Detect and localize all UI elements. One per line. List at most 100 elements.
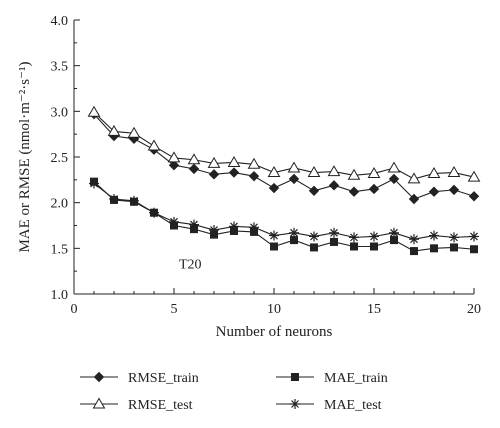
data-point xyxy=(167,151,181,163)
x-axis-title: Number of neurons xyxy=(216,324,333,340)
data-point xyxy=(187,153,201,165)
y-tick-label: 1.0 xyxy=(51,288,69,303)
data-point xyxy=(248,170,260,182)
data-point xyxy=(208,169,220,180)
x-tick-label: 20 xyxy=(467,302,481,317)
data-point xyxy=(289,227,299,238)
data-point xyxy=(409,234,419,245)
y-axis-title: MAE or RMSE (nmol·m⁻²·s⁻¹) xyxy=(17,61,33,252)
legend-label: RMSE_train xyxy=(128,371,199,386)
annotation-label: T20 xyxy=(179,257,202,272)
data-point xyxy=(307,166,321,178)
data-point xyxy=(129,195,139,206)
y-tick-label: 4.0 xyxy=(51,14,69,29)
data-point xyxy=(268,182,280,194)
y-tick-label: 2.5 xyxy=(51,151,69,166)
data-point xyxy=(228,167,240,178)
data-point xyxy=(149,207,159,218)
axes: 0 5 10 15 20 1.0 1.5 2.0 2.5 3.0 3.5 4.0 xyxy=(51,14,482,317)
data-point xyxy=(188,163,200,175)
data-point xyxy=(288,173,300,185)
data-point xyxy=(227,155,241,167)
x-tick-label: 0 xyxy=(71,302,78,317)
data-point xyxy=(229,221,239,232)
series-mae-test xyxy=(89,178,479,245)
series-mae-train xyxy=(90,177,478,256)
x-tick-label: 15 xyxy=(367,302,381,317)
data-point xyxy=(350,242,358,251)
data-point xyxy=(449,232,459,243)
data-point xyxy=(92,397,106,409)
data-point xyxy=(291,373,299,381)
data-point xyxy=(389,227,399,238)
data-point xyxy=(329,227,339,238)
data-point xyxy=(107,124,121,136)
data-point xyxy=(310,243,318,252)
data-point xyxy=(270,242,278,251)
data-point xyxy=(468,191,480,202)
x-tick-label: 5 xyxy=(171,302,178,317)
legend-item-rmse-train: RMSE_train xyxy=(80,371,199,386)
data-point xyxy=(470,245,478,254)
data-point xyxy=(430,244,438,253)
series-layer xyxy=(87,105,481,256)
y-tick-label: 3.0 xyxy=(51,105,69,120)
legend-label: MAE_test xyxy=(324,398,382,413)
data-point xyxy=(147,139,161,151)
data-point xyxy=(207,156,221,168)
data-point xyxy=(469,231,479,242)
data-point xyxy=(467,170,481,182)
data-point xyxy=(249,222,259,233)
data-point xyxy=(407,172,421,184)
legend: RMSE_train MAE_train RMSE_test MAE_test xyxy=(80,371,388,413)
data-point xyxy=(448,184,460,196)
x-tick-label: 10 xyxy=(267,302,281,317)
data-point xyxy=(408,193,420,205)
data-point xyxy=(428,186,440,197)
data-point xyxy=(209,225,219,236)
data-point xyxy=(87,105,101,117)
legend-item-mae-test: MAE_test xyxy=(276,398,382,413)
data-point xyxy=(388,173,400,185)
data-point xyxy=(330,237,338,246)
legend-item-rmse-test: RMSE_test xyxy=(80,397,193,413)
data-point xyxy=(247,157,261,169)
data-point xyxy=(370,242,378,251)
series-rmse-train xyxy=(88,108,480,205)
series-line xyxy=(93,113,475,200)
y-tick-label: 1.5 xyxy=(51,242,69,257)
data-point xyxy=(168,160,180,171)
data-point xyxy=(89,178,99,189)
data-point xyxy=(347,168,361,180)
data-point xyxy=(348,186,360,197)
data-point xyxy=(367,166,381,178)
legend-item-mae-train: MAE_train xyxy=(276,371,388,386)
data-point xyxy=(290,399,300,409)
data-point xyxy=(410,247,418,256)
data-point xyxy=(369,231,379,242)
data-point xyxy=(267,166,281,178)
data-point xyxy=(349,232,359,243)
data-point xyxy=(447,166,461,178)
series-line xyxy=(93,183,475,240)
data-point xyxy=(127,126,141,138)
data-point xyxy=(169,216,179,227)
y-tick-label: 3.5 xyxy=(51,60,69,75)
data-point xyxy=(327,165,341,177)
legend-label: MAE_train xyxy=(324,371,388,386)
y-tick-label: 2.0 xyxy=(51,197,69,212)
data-point xyxy=(287,161,301,173)
data-point xyxy=(328,180,340,191)
data-point xyxy=(368,183,380,195)
data-point xyxy=(450,243,458,252)
data-point xyxy=(93,371,105,383)
data-point xyxy=(429,230,439,241)
data-point xyxy=(387,161,401,173)
data-point xyxy=(308,185,320,197)
data-point xyxy=(309,231,319,242)
data-point xyxy=(109,194,119,205)
legend-label: RMSE_test xyxy=(128,398,193,413)
data-point xyxy=(189,219,199,230)
series-rmse-test xyxy=(87,105,481,184)
